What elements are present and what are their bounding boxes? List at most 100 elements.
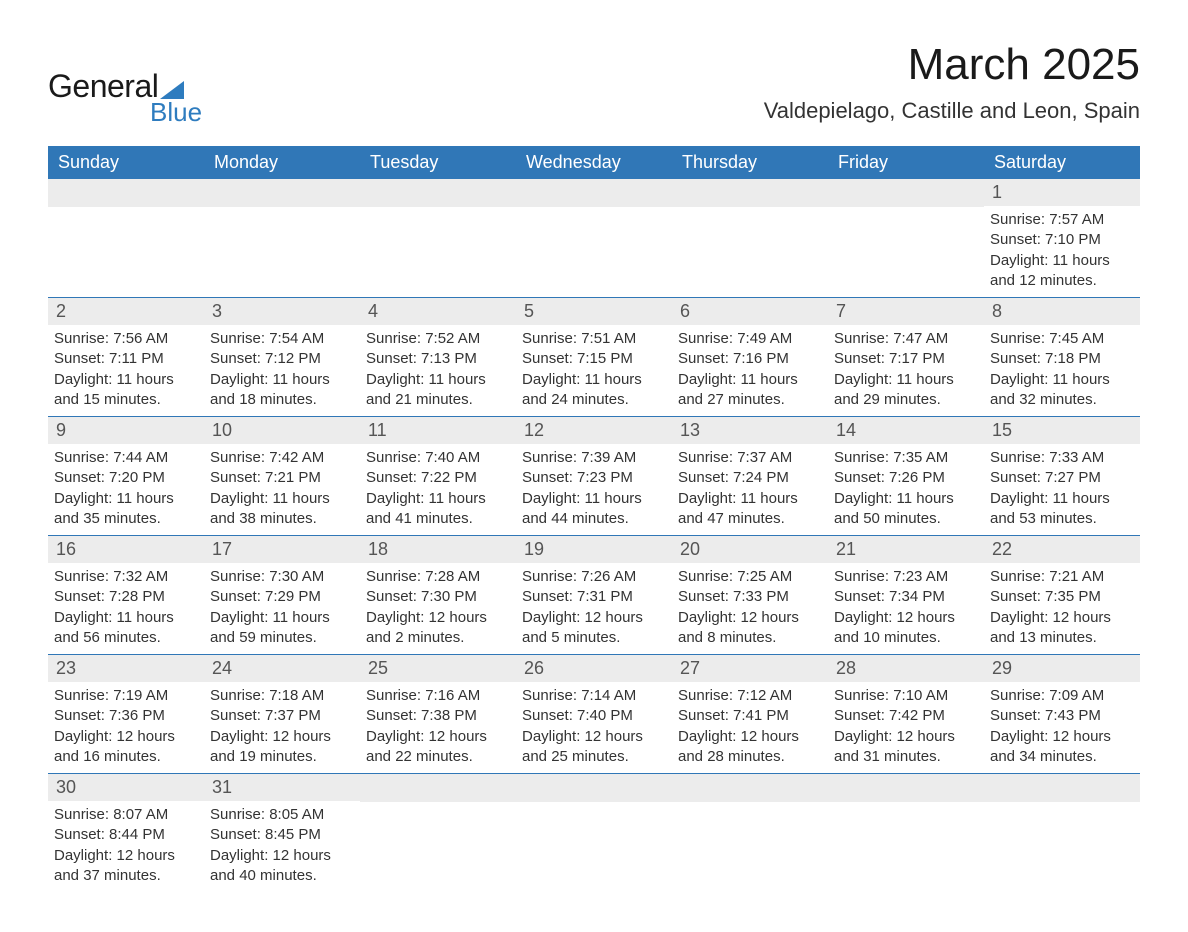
sunrise-line: Sunrise: 7:51 AM — [522, 329, 666, 349]
daylight-line: and 2 minutes. — [366, 628, 510, 648]
sunset-line: Sunset: 7:23 PM — [522, 468, 666, 488]
sunrise-line: Sunrise: 7:39 AM — [522, 448, 666, 468]
sunrise-line: Sunrise: 7:56 AM — [54, 329, 198, 349]
sunrise-line: Sunrise: 7:44 AM — [54, 448, 198, 468]
calendar-row: 1Sunrise: 7:57 AMSunset: 7:10 PMDaylight… — [48, 179, 1140, 298]
daylight-line: Daylight: 12 hours — [522, 727, 666, 747]
daylight-line: and 56 minutes. — [54, 628, 198, 648]
daylight-line: Daylight: 11 hours — [54, 370, 198, 390]
empty-day — [672, 774, 828, 802]
calendar-cell: 31Sunrise: 8:05 AMSunset: 8:45 PMDayligh… — [204, 774, 360, 893]
sunrise-line: Sunrise: 7:18 AM — [210, 686, 354, 706]
sunset-line: Sunset: 7:29 PM — [210, 587, 354, 607]
sunrise-line: Sunrise: 7:57 AM — [990, 210, 1134, 230]
calendar-cell: 30Sunrise: 8:07 AMSunset: 8:44 PMDayligh… — [48, 774, 204, 893]
sunset-line: Sunset: 7:33 PM — [678, 587, 822, 607]
calendar-cell — [516, 774, 672, 893]
calendar-cell: 21Sunrise: 7:23 AMSunset: 7:34 PMDayligh… — [828, 536, 984, 655]
empty-day — [672, 179, 828, 207]
daylight-line: and 25 minutes. — [522, 747, 666, 767]
calendar-cell — [204, 179, 360, 298]
daylight-line: Daylight: 11 hours — [834, 489, 978, 509]
daylight-line: and 13 minutes. — [990, 628, 1134, 648]
calendar-body: 1Sunrise: 7:57 AMSunset: 7:10 PMDaylight… — [48, 179, 1140, 892]
sunset-line: Sunset: 7:43 PM — [990, 706, 1134, 726]
calendar-row: 2Sunrise: 7:56 AMSunset: 7:11 PMDaylight… — [48, 298, 1140, 417]
calendar-cell: 28Sunrise: 7:10 AMSunset: 7:42 PMDayligh… — [828, 655, 984, 774]
day-header-sun: Sunday — [48, 146, 204, 179]
daylight-line: and 28 minutes. — [678, 747, 822, 767]
sunrise-line: Sunrise: 7:19 AM — [54, 686, 198, 706]
sunrise-line: Sunrise: 7:25 AM — [678, 567, 822, 587]
day-number: 27 — [672, 655, 828, 682]
empty-day — [360, 774, 516, 802]
sunset-line: Sunset: 7:17 PM — [834, 349, 978, 369]
daylight-line: Daylight: 12 hours — [366, 727, 510, 747]
empty-day — [828, 179, 984, 207]
daylight-line: and 34 minutes. — [990, 747, 1134, 767]
daylight-line: Daylight: 12 hours — [678, 727, 822, 747]
sunrise-line: Sunrise: 7:40 AM — [366, 448, 510, 468]
sunrise-line: Sunrise: 8:05 AM — [210, 805, 354, 825]
day-number: 31 — [204, 774, 360, 801]
daylight-line: Daylight: 11 hours — [54, 608, 198, 628]
calendar-cell: 27Sunrise: 7:12 AMSunset: 7:41 PMDayligh… — [672, 655, 828, 774]
calendar-cell: 22Sunrise: 7:21 AMSunset: 7:35 PMDayligh… — [984, 536, 1140, 655]
calendar-cell: 3Sunrise: 7:54 AMSunset: 7:12 PMDaylight… — [204, 298, 360, 417]
day-number: 20 — [672, 536, 828, 563]
day-number: 6 — [672, 298, 828, 325]
calendar-cell: 13Sunrise: 7:37 AMSunset: 7:24 PMDayligh… — [672, 417, 828, 536]
day-header-row: Sunday Monday Tuesday Wednesday Thursday… — [48, 146, 1140, 179]
daylight-line: Daylight: 12 hours — [54, 846, 198, 866]
logo-text-general: General — [48, 68, 158, 105]
daylight-line: and 21 minutes. — [366, 390, 510, 410]
sunrise-line: Sunrise: 7:49 AM — [678, 329, 822, 349]
day-number: 3 — [204, 298, 360, 325]
calendar-cell — [672, 774, 828, 893]
calendar-cell — [828, 774, 984, 893]
sunset-line: Sunset: 7:42 PM — [834, 706, 978, 726]
empty-day — [360, 179, 516, 207]
calendar-cell: 1Sunrise: 7:57 AMSunset: 7:10 PMDaylight… — [984, 179, 1140, 298]
daylight-line: and 29 minutes. — [834, 390, 978, 410]
day-number: 7 — [828, 298, 984, 325]
calendar-cell: 20 Sunrise: 7:25 AMSunset: 7:33 PMDayligh… — [672, 536, 828, 655]
calendar-cell — [360, 774, 516, 893]
daylight-line: and 38 minutes. — [210, 509, 354, 529]
daylight-line: Daylight: 11 hours — [54, 489, 198, 509]
daylight-line: and 44 minutes. — [522, 509, 666, 529]
calendar-cell: 7Sunrise: 7:47 AMSunset: 7:17 PMDaylight… — [828, 298, 984, 417]
sunrise-line: Sunrise: 7:28 AM — [366, 567, 510, 587]
daylight-line: and 31 minutes. — [834, 747, 978, 767]
daylight-line: Daylight: 12 hours — [990, 608, 1134, 628]
daylight-line: Daylight: 11 hours — [522, 489, 666, 509]
sunrise-line: Sunrise: 7:09 AM — [990, 686, 1134, 706]
daylight-line: and 59 minutes. — [210, 628, 354, 648]
day-number: 23 — [48, 655, 204, 682]
daylight-line: Daylight: 11 hours — [990, 251, 1134, 271]
day-number: 2 — [48, 298, 204, 325]
daylight-line: Daylight: 12 hours — [678, 608, 822, 628]
empty-day — [828, 774, 984, 802]
sunset-line: Sunset: 7:35 PM — [990, 587, 1134, 607]
calendar-cell: 4Sunrise: 7:52 AMSunset: 7:13 PMDaylight… — [360, 298, 516, 417]
daylight-line: and 19 minutes. — [210, 747, 354, 767]
daylight-line: Daylight: 11 hours — [366, 489, 510, 509]
day-number: 21 — [828, 536, 984, 563]
daylight-line: Daylight: 11 hours — [210, 608, 354, 628]
sunset-line: Sunset: 7:26 PM — [834, 468, 978, 488]
daylight-line: Daylight: 12 hours — [834, 608, 978, 628]
sunset-line: Sunset: 7:38 PM — [366, 706, 510, 726]
daylight-line: and 18 minutes. — [210, 390, 354, 410]
sunset-line: Sunset: 7:10 PM — [990, 230, 1134, 250]
sunrise-line: Sunrise: 7:42 AM — [210, 448, 354, 468]
day-number: 10 — [204, 417, 360, 444]
sunset-line: Sunset: 7:16 PM — [678, 349, 822, 369]
day-number: 9 — [48, 417, 204, 444]
day-number: 4 — [360, 298, 516, 325]
sunset-line: Sunset: 8:44 PM — [54, 825, 198, 845]
sunset-line: Sunset: 7:40 PM — [522, 706, 666, 726]
sunrise-line: Sunrise: 7:10 AM — [834, 686, 978, 706]
calendar-cell: 23Sunrise: 7:19 AMSunset: 7:36 PMDayligh… — [48, 655, 204, 774]
logo-text-blue: Blue — [150, 97, 202, 128]
